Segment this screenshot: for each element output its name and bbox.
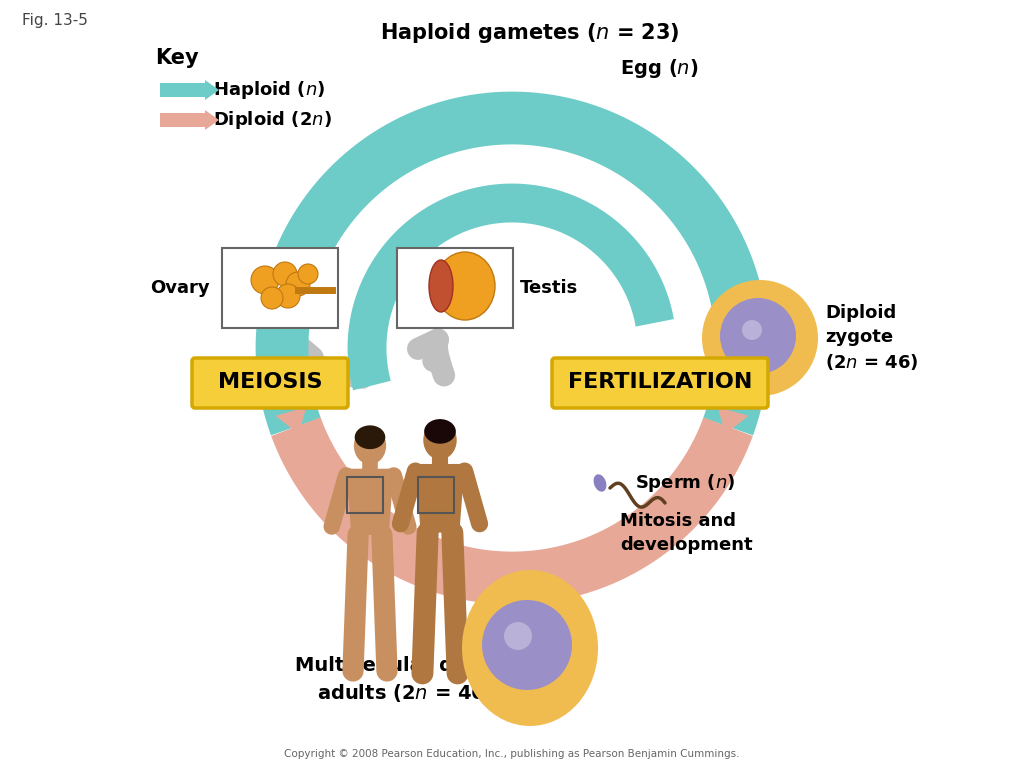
- Text: Fig. 13-5: Fig. 13-5: [22, 12, 88, 28]
- Circle shape: [261, 287, 283, 309]
- Ellipse shape: [423, 421, 457, 459]
- Text: FERTILIZATION: FERTILIZATION: [568, 372, 753, 392]
- Circle shape: [276, 284, 300, 308]
- Circle shape: [286, 272, 310, 296]
- Polygon shape: [346, 468, 394, 535]
- Text: Ovary: Ovary: [151, 279, 210, 297]
- Text: Haploid ($n$): Haploid ($n$): [213, 79, 326, 101]
- FancyBboxPatch shape: [432, 444, 449, 465]
- Ellipse shape: [594, 475, 606, 492]
- Polygon shape: [275, 407, 306, 434]
- Polygon shape: [718, 407, 749, 434]
- FancyBboxPatch shape: [552, 358, 768, 408]
- FancyArrow shape: [160, 80, 219, 100]
- Polygon shape: [721, 392, 753, 419]
- Text: Sperm ($n$): Sperm ($n$): [635, 472, 735, 494]
- Polygon shape: [416, 464, 465, 532]
- Text: Copyright © 2008 Pearson Education, Inc., publishing as Pearson Benjamin Cumming: Copyright © 2008 Pearson Education, Inc.…: [285, 749, 739, 759]
- Ellipse shape: [354, 425, 385, 449]
- Text: Diploid
zygote
(2$n$ = 46): Diploid zygote (2$n$ = 46): [825, 304, 919, 372]
- Ellipse shape: [482, 600, 572, 690]
- Circle shape: [273, 262, 297, 286]
- Ellipse shape: [424, 419, 456, 444]
- Text: Egg ($n$): Egg ($n$): [620, 57, 698, 80]
- FancyBboxPatch shape: [193, 358, 348, 408]
- Ellipse shape: [429, 260, 453, 312]
- Text: Mitosis and
development: Mitosis and development: [620, 512, 753, 554]
- Ellipse shape: [742, 320, 762, 340]
- Text: Key: Key: [155, 48, 199, 68]
- Ellipse shape: [720, 298, 796, 374]
- Ellipse shape: [354, 427, 386, 465]
- Circle shape: [298, 264, 318, 284]
- Ellipse shape: [435, 252, 495, 320]
- FancyBboxPatch shape: [397, 248, 513, 328]
- Text: Multicellular diploid
adults (2$n$ = 46): Multicellular diploid adults (2$n$ = 46): [296, 656, 515, 704]
- Text: Testis: Testis: [520, 279, 579, 297]
- Polygon shape: [273, 400, 304, 427]
- Ellipse shape: [462, 570, 598, 726]
- Text: Diploid (2$n$): Diploid (2$n$): [213, 109, 332, 131]
- Ellipse shape: [504, 622, 532, 650]
- Polygon shape: [638, 300, 662, 318]
- FancyBboxPatch shape: [222, 248, 338, 328]
- Text: Haploid gametes ($n$ = 23): Haploid gametes ($n$ = 23): [380, 21, 680, 45]
- Ellipse shape: [702, 280, 818, 396]
- Polygon shape: [356, 369, 381, 386]
- FancyBboxPatch shape: [362, 449, 378, 470]
- Text: MEIOSIS: MEIOSIS: [218, 372, 323, 392]
- FancyArrow shape: [160, 110, 219, 130]
- Circle shape: [251, 266, 279, 294]
